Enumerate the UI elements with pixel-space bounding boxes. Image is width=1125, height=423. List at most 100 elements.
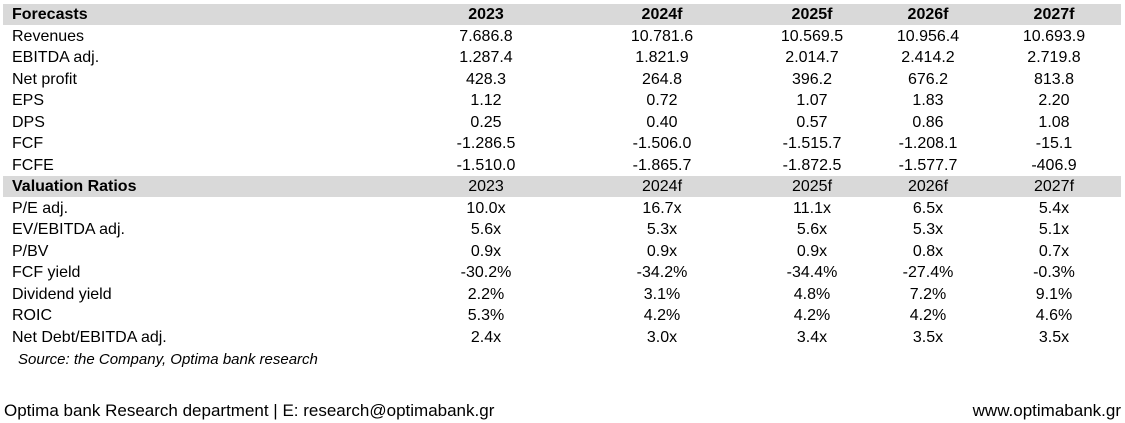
cell: 4.2%: [643, 307, 681, 324]
footer-right: www.optimabank.gr: [972, 401, 1121, 420]
cell: 0.86: [912, 113, 944, 131]
row-label: Net Debt/EBITDA adj.: [12, 328, 167, 346]
cell: 16.7x: [642, 199, 682, 217]
header-band: [3, 4, 1121, 25]
cell: 7.686.8: [459, 27, 513, 45]
cell: 4.6%: [1035, 307, 1073, 324]
cell: -1.506.0: [632, 135, 692, 152]
cell: 1.07: [796, 92, 828, 109]
column-header: 2027f: [1033, 178, 1075, 195]
cell: 5.3x: [646, 221, 678, 238]
cell: 11.1x: [793, 199, 831, 217]
footer-left: Optima bank Research department | E: res…: [4, 401, 495, 420]
row-label: EV/EBITDA adj.: [12, 221, 125, 238]
cell: 1.08: [1038, 113, 1070, 131]
section-title: Forecasts: [12, 6, 88, 23]
cell: 2.2%: [467, 285, 505, 303]
column-header: 2025f: [791, 178, 833, 195]
cell: -27.4%: [902, 264, 954, 281]
cell: 3.5x: [1038, 328, 1070, 346]
column-header: 2026f: [907, 178, 949, 195]
cell: 5.4x: [1038, 199, 1070, 217]
cell: 0.9x: [470, 242, 502, 260]
cell: 10.693.9: [1022, 27, 1086, 45]
column-header: 2024f: [641, 178, 683, 195]
cell: -1.515.7: [782, 135, 842, 152]
cell: 2.414.2: [901, 49, 955, 66]
cell: 9.1%: [1035, 285, 1073, 303]
cell: 396.2: [791, 70, 833, 88]
cell: 428.3: [465, 70, 507, 88]
cell: -0.3%: [1033, 264, 1075, 281]
cell: -1.510.0: [456, 156, 516, 174]
cell: 0.72: [646, 92, 678, 109]
cell: 2.014.7: [785, 49, 839, 66]
cell: 0.8x: [912, 242, 944, 260]
source: Source: the Company, Optima bank researc…: [18, 351, 318, 368]
row-label: EPS: [12, 92, 45, 109]
cell: 3.0x: [646, 328, 678, 346]
column-header: 2026f: [907, 6, 949, 23]
cell: -1.286.5: [456, 135, 516, 152]
cell: 2.719.8: [1027, 49, 1081, 66]
column-header: 2025f: [791, 6, 833, 23]
cell: 2.20: [1038, 92, 1070, 109]
header-band: [3, 176, 1121, 197]
cell: 0.40: [646, 113, 678, 131]
row-label: EBITDA adj.: [12, 49, 100, 66]
cell: -15.1: [1035, 135, 1073, 152]
row-label: Dividend yield: [12, 285, 112, 303]
cell: 5.6x: [470, 221, 502, 238]
cell: -34.4%: [786, 264, 838, 281]
cell: 5.3x: [912, 221, 944, 238]
cell: -1.872.5: [782, 156, 842, 174]
cell: 10.781.6: [630, 27, 694, 45]
cell: 10.956.4: [896, 27, 960, 45]
cell: 7.2%: [909, 285, 947, 303]
cell: 10.0x: [466, 199, 506, 217]
cell: 1.821.9: [635, 49, 689, 66]
cell: 4.2%: [909, 307, 947, 324]
row-label: Net profit: [12, 70, 77, 88]
cell: 10.569.5: [780, 27, 844, 45]
row-label: DPS: [12, 113, 45, 131]
cell: 2.4x: [470, 328, 502, 346]
row-label: FCF: [12, 135, 44, 152]
cell: 0.57: [796, 113, 828, 131]
cell: 676.2: [907, 70, 949, 88]
cell: 0.7x: [1038, 242, 1070, 260]
cell: 0.9x: [796, 242, 828, 260]
row-label: P/BV: [12, 242, 49, 260]
row-label: Revenues: [12, 27, 85, 45]
column-header: 2027f: [1033, 6, 1075, 23]
cell: -1.577.7: [898, 156, 958, 174]
cell: 5.6x: [796, 221, 828, 238]
row-label: ROIC: [12, 307, 52, 324]
cell: 813.8: [1033, 70, 1075, 88]
cell: 1.12: [470, 92, 502, 109]
cell: 3.5x: [912, 328, 944, 346]
cell: -406.9: [1031, 156, 1077, 174]
cell: 4.2%: [793, 307, 831, 324]
cell: 0.25: [470, 113, 502, 131]
cell: -34.2%: [636, 264, 688, 281]
cell: 6.5x: [912, 199, 944, 217]
cell: 3.4x: [796, 328, 828, 346]
cell: 5.3%: [467, 307, 505, 324]
cell: -1.865.7: [632, 156, 692, 174]
cell: -30.2%: [460, 264, 512, 281]
cell: 5.1x: [1038, 221, 1070, 238]
section-title: Valuation Ratios: [12, 178, 137, 195]
row-label: P/E adj.: [12, 199, 69, 217]
column-header: 2024f: [641, 6, 683, 23]
cell: 1.287.4: [459, 49, 513, 66]
cell: 0.9x: [646, 242, 678, 260]
cell: -1.208.1: [898, 135, 958, 152]
cell: 4.8%: [793, 285, 831, 303]
cell: 264.8: [641, 70, 683, 88]
row-label: FCF yield: [12, 264, 81, 281]
cell: 1.83: [912, 92, 944, 109]
column-header: 2023: [468, 178, 504, 195]
cell: 3.1%: [643, 285, 681, 303]
